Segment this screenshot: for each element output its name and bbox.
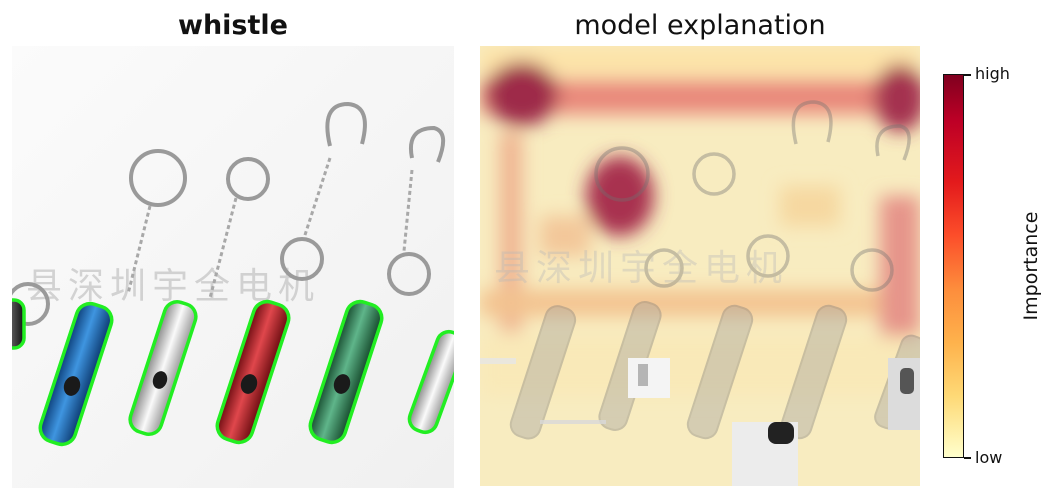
importance-regions — [480, 46, 920, 396]
colorbar-low-label: low — [975, 448, 1003, 467]
whistle-silver — [128, 300, 198, 436]
whistle-holes — [63, 371, 351, 396]
colorbar-tick-low — [964, 457, 971, 459]
colorbar-high-label: high — [975, 64, 1010, 83]
svg-text:县深圳宇全电机: 县深圳宇全电机 — [494, 248, 788, 289]
panel-title-whistle: whistle — [178, 10, 288, 41]
explanation-heatmap-panel: 县深圳宇全电机 — [480, 46, 920, 486]
input-image-panel: 县深圳宇全电机 — [12, 46, 454, 488]
whistle-dark — [12, 298, 26, 350]
heatmap-base — [480, 46, 920, 486]
colorbar — [943, 74, 964, 458]
whistle-green — [308, 299, 384, 445]
keyring-group — [12, 101, 446, 326]
panel-title-model-explanation: model explanation — [574, 10, 826, 41]
revealed-patches — [480, 358, 920, 486]
whistle-red — [215, 299, 291, 445]
whistle-blue — [38, 301, 114, 447]
whistle-segments — [12, 298, 454, 447]
keychain-group — [126, 157, 414, 299]
colorbar-tick-high — [964, 74, 971, 76]
whistle-white — [407, 329, 454, 435]
colorbar-axis-label: Importance — [1020, 211, 1042, 321]
